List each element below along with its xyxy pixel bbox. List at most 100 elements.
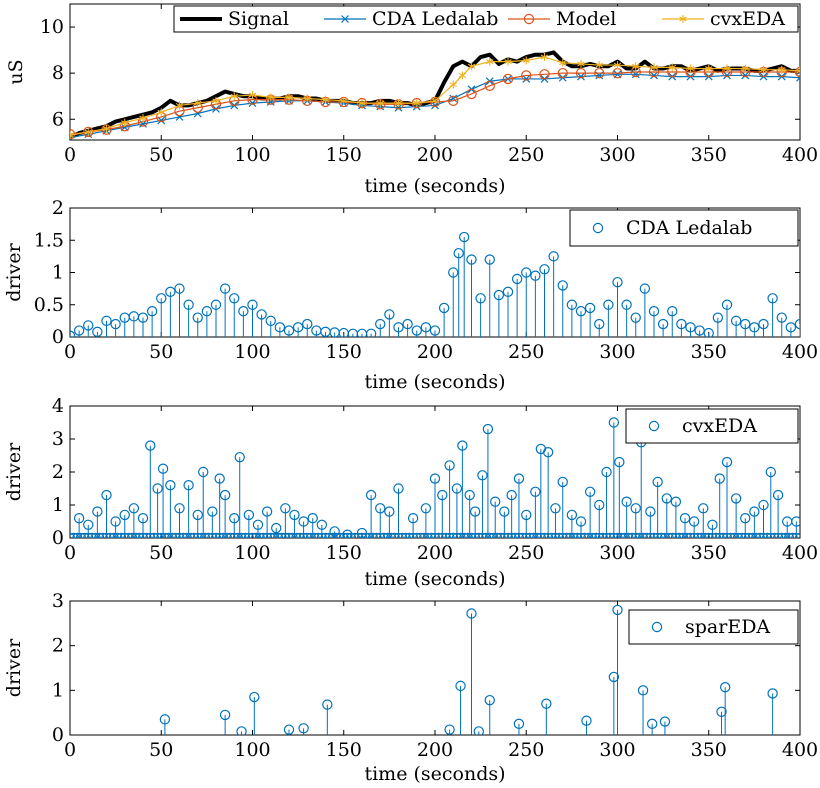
- data-point: [121, 118, 129, 127]
- stem-marker: [418, 532, 430, 538]
- stem-marker: [730, 493, 742, 504]
- data-point: [484, 80, 495, 92]
- stem-marker: [553, 532, 565, 538]
- stem-marker: [305, 532, 317, 538]
- stem-marker: [730, 315, 742, 327]
- stem-marker: [402, 318, 413, 330]
- stem-marker: [484, 532, 495, 538]
- x-axis-label: time (seconds): [364, 568, 505, 590]
- stem-marker: [699, 532, 711, 538]
- stem-marker: [261, 532, 273, 538]
- stem-marker: [411, 325, 422, 336]
- stem-marker: [564, 532, 576, 538]
- stem-marker: [621, 299, 632, 310]
- stem-marker: [265, 315, 276, 327]
- stem-marker: [384, 506, 395, 517]
- stem-marker: [101, 315, 112, 327]
- legend-marker: [592, 222, 604, 234]
- y-tick-label: 2: [52, 197, 64, 219]
- data-point: [448, 95, 459, 107]
- stem-marker: [356, 532, 368, 538]
- data-point: [139, 114, 147, 123]
- stem-marker: [466, 608, 477, 619]
- data-point: [157, 108, 165, 117]
- legend-entry: CDA Ledalab: [372, 8, 498, 30]
- x-tick-label: 0: [64, 542, 76, 564]
- stem-marker: [365, 489, 377, 501]
- stem-marker: [320, 532, 331, 538]
- stem-marker: [719, 682, 731, 693]
- stem-marker: [137, 513, 149, 524]
- stem-marker: [794, 318, 800, 330]
- data-point: [449, 80, 457, 89]
- stem-marker: [247, 532, 258, 538]
- stem-marker: [152, 532, 163, 538]
- stem-marker: [754, 532, 766, 538]
- stem-marker: [502, 532, 514, 538]
- stem-marker: [751, 532, 762, 538]
- stem-marker: [276, 532, 287, 538]
- stem-marker: [375, 503, 386, 514]
- y-tick-label: 2: [52, 461, 64, 483]
- stem-marker: [283, 724, 295, 735]
- stem-marker: [473, 532, 484, 538]
- stem-marker: [657, 318, 669, 330]
- stem-marker: [375, 318, 386, 330]
- data-point: [723, 71, 731, 80]
- x-tick-label: 350: [691, 542, 727, 564]
- stem-marker: [475, 293, 486, 304]
- legend: CDA Ledalab: [569, 209, 799, 247]
- data-point: [557, 67, 568, 79]
- stem-marker: [645, 506, 656, 517]
- stem-marker: [429, 325, 441, 336]
- stem-marker: [670, 496, 682, 507]
- stem-marker: [298, 532, 309, 538]
- legend-marker: [648, 420, 660, 432]
- stem-marker: [73, 325, 85, 336]
- stem-marker: [70, 532, 79, 538]
- legend-entry: Model: [556, 8, 616, 30]
- stem-marker: [692, 532, 703, 538]
- data-point: [577, 72, 585, 81]
- stem-marker: [714, 532, 725, 538]
- stem-marker: [256, 309, 267, 320]
- stem-marker: [192, 509, 203, 521]
- stem-marker: [201, 306, 213, 317]
- x-tick-label: 50: [149, 144, 173, 166]
- stem-marker: [287, 532, 298, 538]
- data-point: [723, 64, 731, 73]
- stem-marker: [584, 486, 596, 497]
- data-point: [741, 71, 750, 80]
- stem-marker: [586, 532, 598, 538]
- stem-marker: [488, 532, 499, 538]
- stem-marker: [271, 522, 282, 534]
- data-point: [796, 66, 800, 75]
- stem-marker: [623, 532, 634, 538]
- x-tick-label: 150: [326, 739, 362, 761]
- stem-marker: [678, 532, 689, 538]
- stem-marker: [532, 532, 543, 538]
- data-point: [759, 65, 768, 74]
- stem-marker: [707, 532, 718, 538]
- y-tick-label: 4: [52, 395, 64, 417]
- data-point: [358, 99, 366, 108]
- y-tick-label: 0.5: [34, 294, 64, 316]
- series-spareda: [159, 604, 778, 735]
- stem-marker: [152, 483, 163, 494]
- data-point: [431, 101, 439, 110]
- stem-marker: [787, 532, 798, 538]
- stem-marker: [758, 499, 769, 511]
- legend: cvxEDA: [625, 408, 799, 444]
- stem-marker: [451, 483, 463, 494]
- stem-marker: [156, 532, 167, 538]
- y-tick-label: 6: [52, 108, 64, 130]
- stem-marker: [455, 680, 466, 692]
- stem-marker: [327, 532, 338, 538]
- data-point: [83, 126, 94, 138]
- stem-marker: [601, 466, 612, 478]
- stem-marker: [126, 532, 138, 538]
- stem-marker: [477, 532, 488, 538]
- x-tick-label: 50: [149, 341, 173, 363]
- data-point: [394, 103, 403, 112]
- stem-marker: [535, 532, 547, 538]
